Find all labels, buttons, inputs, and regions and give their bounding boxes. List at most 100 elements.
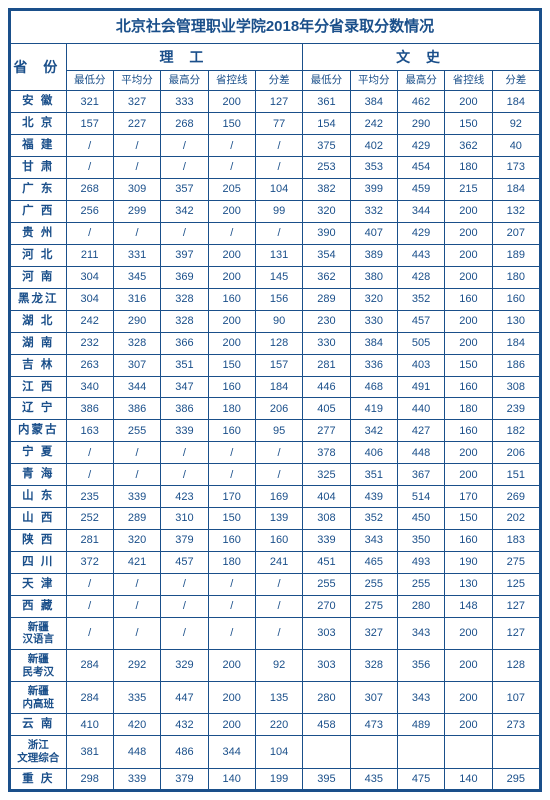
value-cell: 180: [492, 266, 539, 288]
value-cell: 200: [208, 714, 255, 736]
province-cell: 新疆汉语言: [11, 617, 67, 649]
value-cell: 200: [445, 244, 492, 266]
col-header: 省控线: [445, 70, 492, 91]
value-cell: 280: [303, 682, 350, 714]
value-cell: 184: [492, 91, 539, 113]
value-cell: 230: [303, 310, 350, 332]
value-cell: 448: [397, 442, 444, 464]
value-cell: 160: [208, 376, 255, 398]
value-cell: 462: [397, 91, 444, 113]
value-cell: 200: [445, 464, 492, 486]
value-cell: 307: [113, 354, 160, 376]
value-cell: 331: [113, 244, 160, 266]
value-cell: /: [66, 464, 113, 486]
col-header: 最高分: [161, 70, 208, 91]
province-cell: 河 北: [11, 244, 67, 266]
value-cell: 397: [161, 244, 208, 266]
value-cell: 343: [397, 682, 444, 714]
value-cell: 151: [492, 464, 539, 486]
value-cell: 189: [492, 244, 539, 266]
value-cell: /: [113, 573, 160, 595]
value-cell: 140: [445, 768, 492, 790]
value-cell: 180: [445, 157, 492, 179]
value-cell: /: [255, 617, 302, 649]
value-cell: 429: [397, 135, 444, 157]
value-cell: 421: [113, 552, 160, 574]
value-cell: /: [113, 135, 160, 157]
value-cell: 465: [350, 552, 397, 574]
value-cell: 200: [445, 222, 492, 244]
value-cell: [445, 736, 492, 768]
value-cell: 186: [492, 354, 539, 376]
table-row: 黑龙江304316328160156289320352160160: [11, 288, 540, 310]
value-cell: 200: [445, 442, 492, 464]
province-cell: 辽 宁: [11, 398, 67, 420]
value-cell: 292: [113, 650, 160, 682]
value-cell: 242: [350, 113, 397, 135]
value-cell: 200: [208, 650, 255, 682]
value-cell: /: [208, 442, 255, 464]
value-cell: 344: [208, 736, 255, 768]
value-cell: 454: [397, 157, 444, 179]
value-cell: 255: [350, 573, 397, 595]
value-cell: 333: [161, 91, 208, 113]
value-cell: 200: [445, 714, 492, 736]
value-cell: 304: [66, 266, 113, 288]
value-cell: /: [66, 442, 113, 464]
col-header: 最高分: [397, 70, 444, 91]
province-cell: 吉 林: [11, 354, 67, 376]
value-cell: 150: [208, 113, 255, 135]
value-cell: /: [113, 157, 160, 179]
province-cell: 陕 西: [11, 530, 67, 552]
value-cell: 131: [255, 244, 302, 266]
value-cell: [350, 736, 397, 768]
value-cell: 491: [397, 376, 444, 398]
value-cell: 295: [492, 768, 539, 790]
value-cell: 330: [303, 332, 350, 354]
value-cell: 316: [113, 288, 160, 310]
value-cell: 275: [350, 595, 397, 617]
province-cell: 新疆民考汉: [11, 650, 67, 682]
value-cell: /: [255, 135, 302, 157]
value-cell: 239: [492, 398, 539, 420]
value-cell: 362: [445, 135, 492, 157]
table-row: 云 南410420432200220458473489200273: [11, 714, 540, 736]
value-cell: 350: [397, 530, 444, 552]
table-title: 北京社会管理职业学院2018年分省录取分数情况: [11, 11, 540, 44]
value-cell: 380: [350, 266, 397, 288]
value-cell: 320: [303, 201, 350, 223]
col-header: 省控线: [208, 70, 255, 91]
value-cell: /: [161, 157, 208, 179]
table-row: 湖 北24229032820090230330457200130: [11, 310, 540, 332]
value-cell: 157: [255, 354, 302, 376]
value-cell: 104: [255, 736, 302, 768]
value-cell: 255: [113, 420, 160, 442]
value-cell: 127: [255, 91, 302, 113]
value-cell: 253: [303, 157, 350, 179]
value-cell: /: [208, 222, 255, 244]
col-header: 分差: [492, 70, 539, 91]
value-cell: /: [66, 222, 113, 244]
value-cell: 352: [350, 508, 397, 530]
value-cell: 200: [208, 310, 255, 332]
table-row: 天 津/////255255255130125: [11, 573, 540, 595]
value-cell: 200: [208, 682, 255, 714]
value-cell: /: [255, 464, 302, 486]
value-cell: 303: [303, 617, 350, 649]
value-cell: 180: [445, 398, 492, 420]
value-cell: 451: [303, 552, 350, 574]
value-cell: 281: [66, 530, 113, 552]
value-cell: /: [66, 573, 113, 595]
value-cell: 160: [255, 530, 302, 552]
province-cell: 青 海: [11, 464, 67, 486]
value-cell: 92: [255, 650, 302, 682]
value-cell: 268: [161, 113, 208, 135]
value-cell: 328: [161, 310, 208, 332]
value-cell: 160: [445, 420, 492, 442]
table-row: 山 东235339423170169404439514170269: [11, 486, 540, 508]
value-cell: 281: [303, 354, 350, 376]
value-cell: 154: [303, 113, 350, 135]
value-cell: 404: [303, 486, 350, 508]
value-cell: 427: [397, 420, 444, 442]
value-cell: 468: [350, 376, 397, 398]
